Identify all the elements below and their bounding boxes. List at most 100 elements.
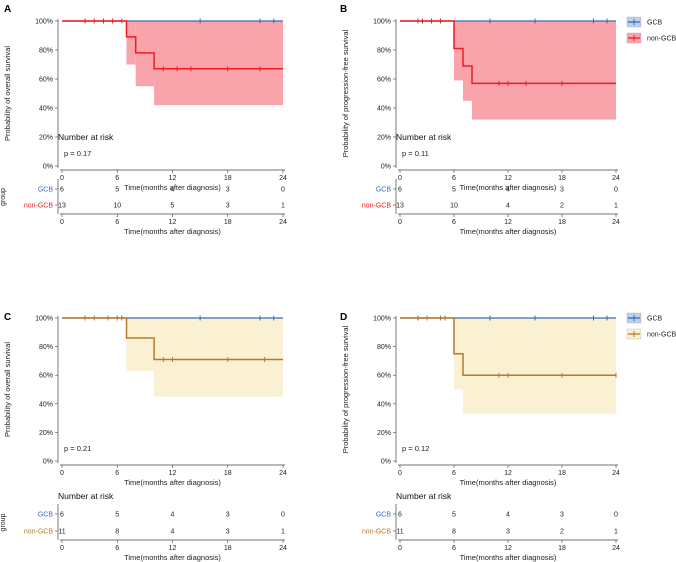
risk-table-title: Number at risk [58, 491, 114, 501]
panel-label: C [4, 312, 11, 323]
risk-count: 0 [281, 187, 285, 194]
survival-step-line [62, 317, 283, 361]
y-tick-label: 0% [381, 459, 391, 466]
series-non-gcb [62, 315, 283, 362]
x-tick-label: 0 [398, 175, 402, 182]
y-tick-label: 100% [35, 316, 53, 323]
risk-count: 3 [560, 512, 564, 519]
y-tick-label: 60% [39, 373, 53, 380]
confidence-band [126, 318, 283, 397]
survival-step-line [62, 20, 283, 70]
risk-count: 4 [171, 512, 175, 519]
risk-count: 11 [58, 529, 65, 536]
risk-count: 3 [506, 529, 510, 536]
x-tick-label: 12 [169, 175, 177, 182]
y-tick-label: 40% [377, 106, 391, 113]
km-panel-b: B Probability of progression-free surviva… [340, 4, 676, 236]
risk-x-tick-label: 0 [60, 545, 64, 552]
risk-count: 1 [614, 203, 618, 210]
risk-count: 2 [560, 529, 564, 536]
risk-count: 4 [506, 512, 510, 519]
risk-table-title: Number at risk [396, 132, 452, 142]
y-tick-label: 40% [377, 401, 391, 408]
risk-x-tick-label: 24 [279, 545, 287, 552]
risk-count: 3 [560, 187, 564, 194]
risk-count: 3 [226, 512, 230, 519]
risk-x-tick-label: 6 [115, 545, 119, 552]
confidence-band-segment [463, 318, 616, 414]
risk-count: 5 [452, 512, 456, 519]
risk-x-tick-label: 0 [60, 219, 64, 226]
confidence-band [454, 318, 616, 414]
confidence-band-segment [154, 318, 283, 397]
risk-count: 5 [115, 187, 119, 194]
p-value-label: p = 0.11 [402, 149, 429, 158]
x-tick-label: 0 [60, 470, 64, 477]
risk-count: 11 [396, 529, 403, 536]
risk-row-name: GCB [376, 512, 392, 519]
x-tick-label: 12 [169, 470, 177, 477]
risk-row-gcb: GCB 6 5 4 3 0 [376, 512, 618, 519]
y-tick-label: 20% [39, 135, 53, 142]
risk-x-tick-label: 18 [224, 219, 232, 226]
legend-key-non-gcb [626, 328, 642, 340]
risk-x-tick-label: 24 [612, 545, 620, 552]
risk-x-tick-label: 0 [398, 219, 402, 226]
risk-count: 1 [281, 529, 285, 536]
x-tick-label: 24 [612, 470, 620, 477]
risk-row-name: non-GCB [24, 203, 54, 210]
risk-count: 6 [398, 512, 402, 519]
risk-count: 8 [115, 529, 119, 536]
x-tick-label: 18 [558, 470, 566, 477]
y-tick-label: 100% [373, 19, 391, 26]
y-tick-label: 40% [39, 106, 53, 113]
y-tick-label: 40% [39, 401, 53, 408]
y-tick-label: 60% [39, 77, 53, 84]
legend: GCB non-GCB [626, 16, 676, 44]
panel-label: B [340, 4, 347, 15]
risk-table-title: Number at risk [58, 132, 114, 142]
risk-x-tick-label: 18 [558, 219, 566, 226]
y-tick-label: 0% [43, 164, 53, 171]
risk-x-axis-title: Time(months after diagnosis) [460, 553, 557, 562]
risk-table-title: Number at risk [396, 491, 452, 501]
confidence-band [454, 21, 616, 120]
risk-count: 4 [506, 187, 510, 194]
risk-count: 0 [281, 512, 285, 519]
risk-count: 3 [226, 529, 230, 536]
risk-row-name: GCB [38, 512, 54, 519]
y-tick-label: 80% [377, 344, 391, 351]
x-tick-label: 24 [612, 175, 620, 182]
risk-x-tick-label: 0 [398, 545, 402, 552]
risk-count: 6 [60, 512, 64, 519]
risk-count: 10 [113, 203, 121, 210]
x-axis-title: Time(months after diagnosis) [460, 478, 557, 487]
risk-count: 8 [452, 529, 456, 536]
risk-count: 5 [115, 512, 119, 519]
p-value-label: p = 0.17 [64, 149, 91, 158]
x-tick-label: 6 [452, 470, 456, 477]
risk-row-name: non-GCB [362, 203, 392, 210]
risk-x-tick-label: 18 [224, 545, 232, 552]
y-tick-label: 80% [39, 48, 53, 55]
risk-row-name: non-GCB [24, 529, 54, 536]
risk-row-non-gcb: non-GCB 11 8 4 3 1 [24, 529, 285, 536]
y-tick-label: 20% [377, 430, 391, 437]
x-axis-title: Time(months after diagnosis) [124, 183, 221, 192]
x-tick-label: 6 [115, 470, 119, 477]
risk-count: 5 [452, 187, 456, 194]
legend-key-gcb [626, 16, 642, 28]
risk-x-axis-title: Time(months after diagnosis) [460, 227, 557, 236]
legend-label: GCB [647, 20, 663, 27]
risk-count: 6 [60, 187, 64, 194]
risk-row-name: GCB [376, 187, 392, 194]
series-non-gcb [400, 315, 617, 378]
risk-table: Number at risk GCB 6 5 4 3 0 non-GCB 11 8 3 2 1 0 6 12 1… [362, 491, 620, 562]
risk-count: 4 [506, 203, 510, 210]
legend-label: GCB [647, 316, 663, 323]
risk-count: 13 [58, 203, 66, 210]
risk-row-gcb: GCB 6 5 4 3 0 [376, 187, 618, 194]
